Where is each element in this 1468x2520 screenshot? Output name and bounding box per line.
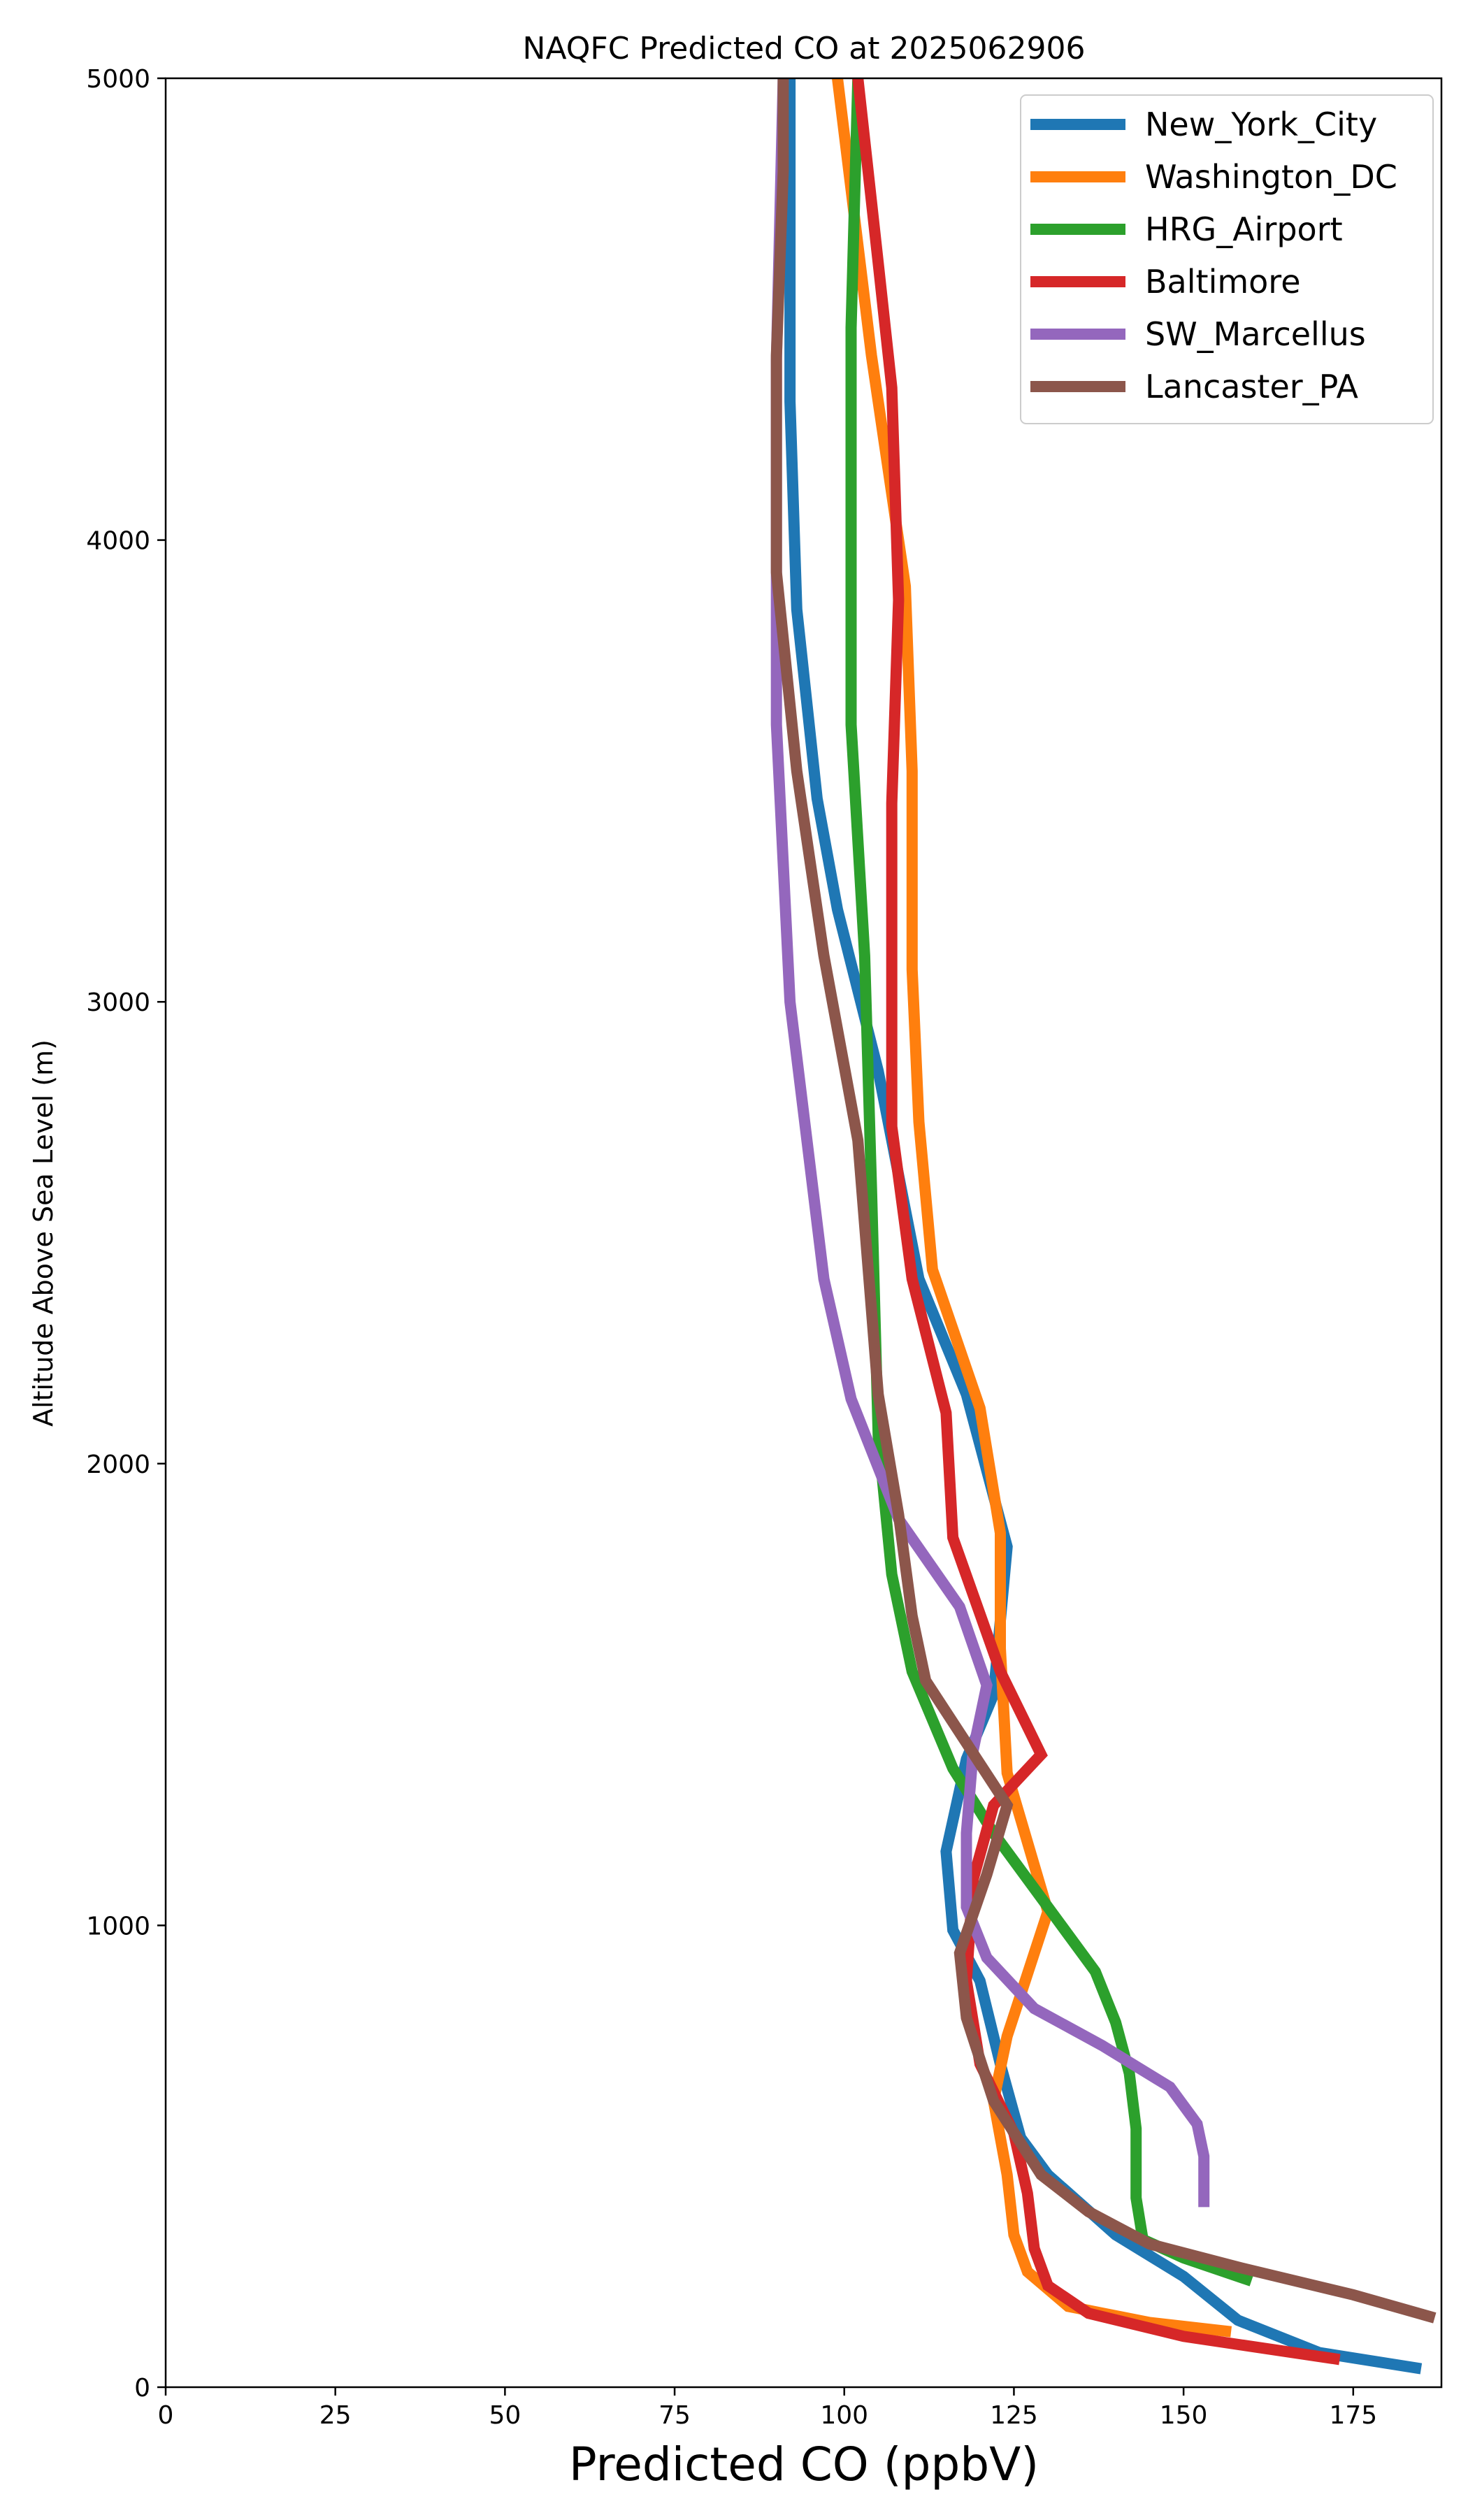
- y-tick-label: 4000: [86, 527, 150, 556]
- x-tick-label: 150: [1160, 2401, 1208, 2430]
- y-tick-label: 5000: [86, 65, 150, 94]
- series-line-baltimore: [852, 78, 1341, 2366]
- series-line-lancaster-pa: [770, 78, 1437, 2324]
- y-tick-label: 3000: [86, 988, 150, 1017]
- y-tick-label: 0: [134, 2374, 150, 2403]
- x-tick-label: 175: [1329, 2401, 1377, 2430]
- x-tick-label: 125: [990, 2401, 1038, 2430]
- y-tick-label: 2000: [86, 1450, 150, 1479]
- legend-label-baltimore: Baltimore: [1145, 263, 1301, 301]
- legend-label-washington-dc: Washington_DC: [1145, 158, 1397, 196]
- series-line-new-york-city: [784, 78, 1423, 2375]
- x-axis-label: Predicted CO (ppbV): [569, 2438, 1039, 2491]
- x-tick-label: 0: [158, 2401, 174, 2430]
- legend-label-hrg-airport: HRG_Airport: [1145, 210, 1343, 248]
- x-tick-label: 25: [319, 2401, 352, 2430]
- x-tick-label: 50: [489, 2401, 521, 2430]
- legend-label-new-york-city: New_York_City: [1145, 106, 1377, 143]
- plot-lines: [770, 78, 1437, 2375]
- legend-label-lancaster-pa: Lancaster_PA: [1145, 368, 1358, 405]
- legend-label-sw-marcellus: SW_Marcellus: [1145, 315, 1366, 353]
- chart-title: NAQFC Predicted CO at 2025062906: [523, 31, 1086, 66]
- y-tick-label: 1000: [86, 1912, 150, 1941]
- x-tick-label: 75: [659, 2401, 691, 2430]
- series-line-washington-dc: [832, 78, 1232, 2338]
- legend: New_York_City Washington_DC HRG_Airport Bal…: [1020, 94, 1434, 424]
- x-axis-ticks: 0 25 50 75 100 125 150 175: [158, 2387, 1377, 2430]
- y-axis-label: Altitude Above Sea Level (m): [28, 1039, 59, 1427]
- y-axis-ticks: 0 1000 2000 3000 4000 5000: [86, 65, 166, 2403]
- plot-frame: [164, 77, 1443, 2389]
- x-tick-label: 100: [820, 2401, 868, 2430]
